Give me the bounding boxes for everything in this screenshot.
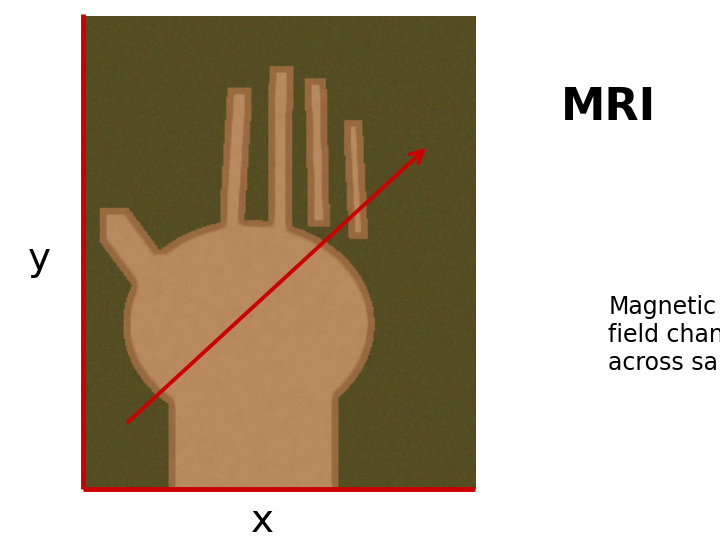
Text: x: x: [251, 502, 274, 540]
Text: Magnetic
field changes
across sample: Magnetic field changes across sample: [608, 295, 720, 375]
Text: y: y: [28, 240, 51, 278]
Text: MRI: MRI: [561, 86, 656, 130]
